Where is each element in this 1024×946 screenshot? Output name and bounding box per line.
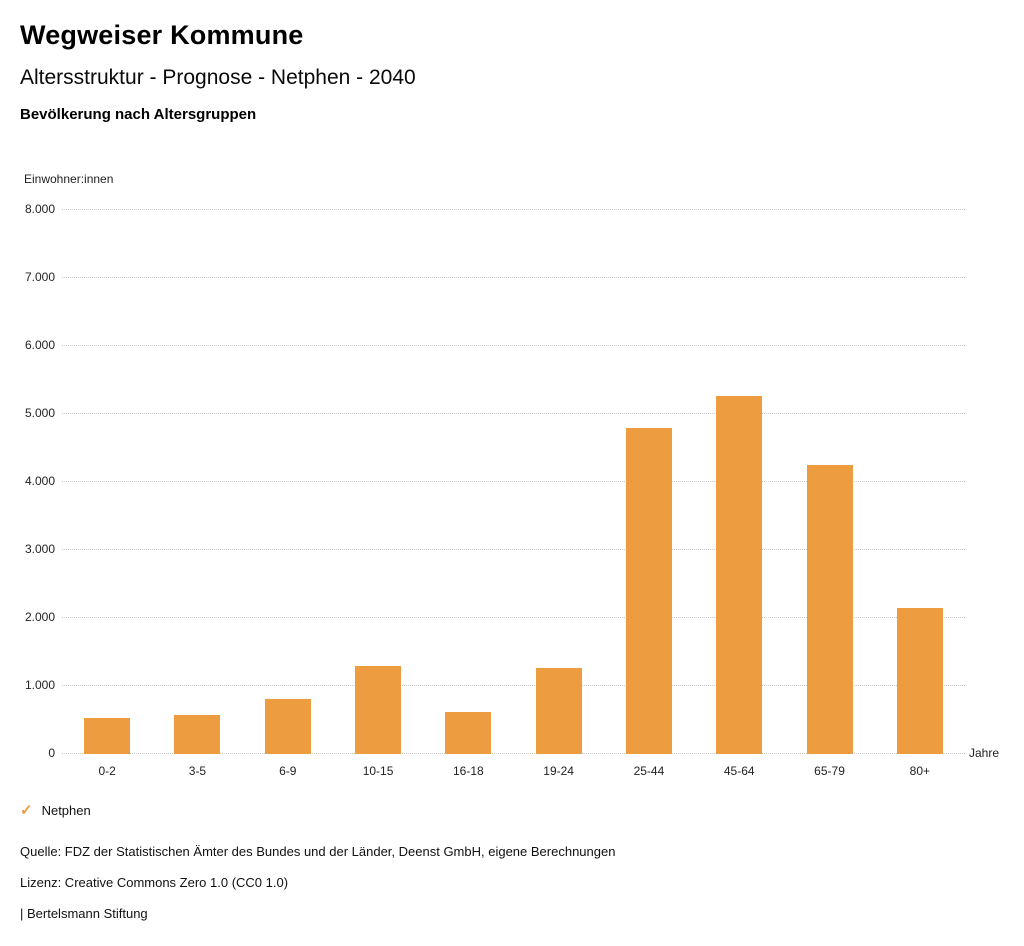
bar-65-79[interactable] <box>806 465 853 754</box>
x-axis-tick-label: 25-44 <box>633 764 665 778</box>
y-axis-tick-label: 5.000 <box>24 406 55 420</box>
source-text: Quelle: FDZ der Statistischen Ämter des … <box>20 844 616 859</box>
bar-column <box>333 210 423 754</box>
chart-section-title: Bevölkerung nach Altersgruppen <box>20 106 257 123</box>
gridline <box>62 617 965 618</box>
x-axis-tick-label: 3-5 <box>188 764 207 778</box>
bar-column <box>875 210 965 754</box>
x-axis-tick-label: 80+ <box>909 764 930 778</box>
gridline <box>62 345 965 346</box>
bar-column <box>62 210 152 754</box>
bar-column <box>243 210 333 754</box>
bar-6-9[interactable] <box>264 699 311 754</box>
y-axis-tick-label: 1.000 <box>24 678 55 692</box>
bar-chart-plot-area <box>62 209 965 754</box>
gridline <box>62 209 965 210</box>
x-axis-unit-label: Jahre <box>969 746 1000 760</box>
y-axis-tick-label: 3.000 <box>24 542 55 556</box>
bar-column <box>423 210 513 754</box>
bar-80+[interactable] <box>896 608 943 754</box>
license-text: Lizenz: Creative Commons Zero 1.0 (CC0 1… <box>20 875 289 890</box>
gridline <box>62 413 965 414</box>
bar-45-64[interactable] <box>716 396 763 754</box>
y-axis-tick-label: 2.000 <box>24 610 55 624</box>
gridline <box>62 549 965 550</box>
x-axis-tick-label: 19-24 <box>543 764 574 778</box>
x-axis-tick-label: 0-2 <box>98 764 116 778</box>
y-axis-tick-label: 4.000 <box>24 474 55 488</box>
bar-column <box>513 210 603 754</box>
x-axis-tick-label: 6-9 <box>279 764 297 778</box>
y-axis-tick-label: 6.000 <box>24 338 55 352</box>
bar-0-2[interactable] <box>84 718 131 754</box>
gridline <box>62 277 965 278</box>
bar-10-15[interactable] <box>355 666 402 754</box>
y-axis-tick-label: 8.000 <box>24 202 55 216</box>
gridline <box>62 753 965 754</box>
bar-column <box>784 210 874 754</box>
bar-column <box>694 210 784 754</box>
bar-column <box>604 210 694 754</box>
bar-19-24[interactable] <box>535 668 582 754</box>
bar-series-netphen <box>62 210 965 754</box>
gridline <box>62 685 965 686</box>
page-title: Wegweiser Kommune <box>20 20 304 50</box>
bar-3-5[interactable] <box>174 715 221 754</box>
x-axis-tick-label: 45-64 <box>723 764 755 778</box>
chart-subtitle: Altersstruktur - Prognose - Netphen - 20… <box>20 66 416 89</box>
y-axis-title: Einwohner:innen <box>24 172 114 186</box>
bar-column <box>152 210 242 754</box>
bar-25-44[interactable] <box>625 428 672 754</box>
x-axis-tick-label: 65-79 <box>814 764 845 778</box>
brand-text: | Bertelsmann Stiftung <box>20 906 148 921</box>
x-axis-tick-label: 10-15 <box>362 764 394 778</box>
x-axis-tick-label: 16-18 <box>452 764 484 778</box>
legend-check-icon: ✓ <box>20 802 33 819</box>
legend-item-netphen[interactable]: ✓ Netphen <box>20 803 91 818</box>
y-axis-tick-label: 7.000 <box>24 270 55 284</box>
gridline <box>62 481 965 482</box>
y-axis-tick-label: 0 <box>48 746 55 760</box>
bar-16-18[interactable] <box>445 712 492 754</box>
x-axis-tick-labels: 0-2 3-5 6-9 10-15 16-18 19-24 25-44 45-64 65-79 8… <box>62 764 965 778</box>
legend-label: Netphen <box>41 803 91 818</box>
y-axis-tick-labels: 0 1.000 2.000 3.000 4.000 5.000 6.000 7.000 8.00… <box>0 202 56 760</box>
